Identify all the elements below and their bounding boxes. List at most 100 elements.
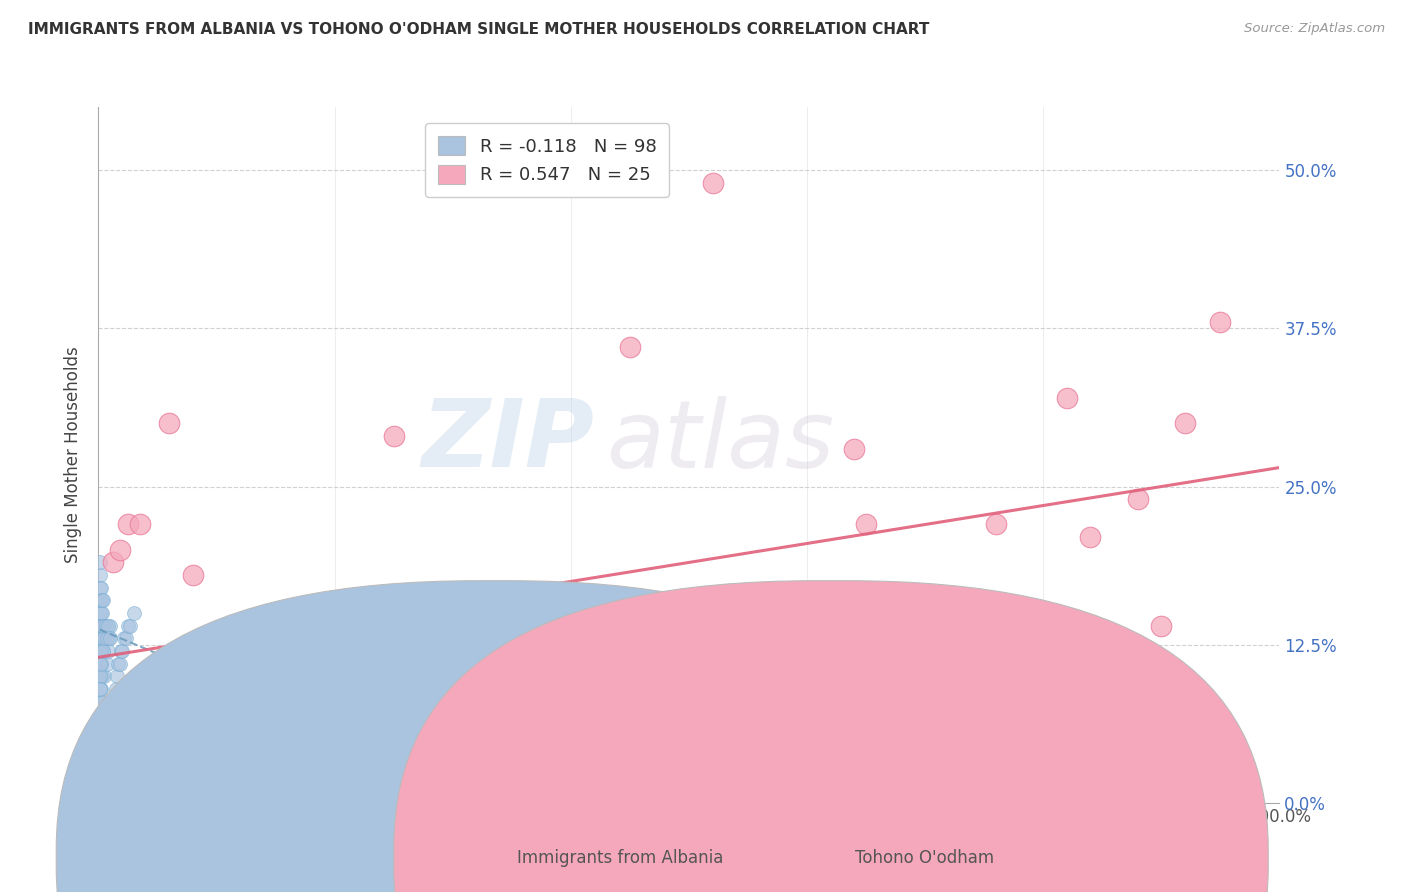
Text: atlas: atlas <box>606 395 835 486</box>
Point <box>90 757 112 772</box>
Point <box>89 707 111 722</box>
Point <box>90 581 112 595</box>
Point <box>1174 417 1197 431</box>
Point <box>91 632 114 646</box>
Point <box>96 657 118 671</box>
Point <box>89 669 111 683</box>
Point <box>120 618 142 632</box>
Point <box>89 681 111 696</box>
Point <box>105 669 128 683</box>
Point <box>91 644 114 658</box>
Point <box>89 771 111 785</box>
Point <box>91 669 114 683</box>
Point <box>89 568 111 582</box>
Point <box>619 340 641 354</box>
Point <box>96 771 118 785</box>
Point <box>91 771 114 785</box>
Point <box>90 606 112 620</box>
Point <box>90 695 112 709</box>
Point <box>89 657 111 671</box>
Point <box>89 644 111 658</box>
Point <box>90 632 112 646</box>
Point <box>89 669 111 683</box>
Point <box>122 606 145 620</box>
Point <box>112 632 135 646</box>
Point <box>98 618 121 632</box>
Point <box>90 783 112 797</box>
Point <box>108 542 131 557</box>
Point <box>89 581 111 595</box>
Point <box>382 429 405 443</box>
Point <box>97 644 120 658</box>
Point <box>96 632 118 646</box>
Point <box>536 707 558 722</box>
Point <box>91 796 114 810</box>
Point <box>181 568 204 582</box>
Point <box>90 681 112 696</box>
Point <box>157 417 180 431</box>
Point <box>89 657 111 671</box>
Point <box>229 632 252 646</box>
Point <box>890 618 912 632</box>
Point <box>984 517 1007 532</box>
Point <box>94 632 117 646</box>
Point <box>1126 492 1149 507</box>
Point <box>90 632 112 646</box>
Text: ZIP: ZIP <box>422 395 595 487</box>
Point <box>89 681 111 696</box>
Point <box>89 783 111 797</box>
Point <box>89 732 111 747</box>
Point <box>89 593 111 607</box>
Point <box>91 757 114 772</box>
Point <box>441 681 464 696</box>
Point <box>97 618 120 632</box>
Point <box>91 732 114 747</box>
Point <box>855 517 877 532</box>
Point <box>89 745 111 759</box>
Point <box>98 632 121 646</box>
Point <box>89 632 111 646</box>
Point <box>110 644 132 658</box>
Point <box>1150 618 1173 632</box>
Point <box>98 745 121 759</box>
Point <box>90 593 112 607</box>
Point <box>91 618 114 632</box>
Point <box>117 618 139 632</box>
Point <box>94 707 117 722</box>
Text: Immigrants from Albania: Immigrants from Albania <box>517 849 724 867</box>
Point <box>108 657 131 671</box>
Point <box>90 657 112 671</box>
Point <box>91 707 114 722</box>
Point <box>1080 530 1102 544</box>
Point <box>90 644 112 658</box>
Y-axis label: Single Mother Households: Single Mother Households <box>65 347 83 563</box>
Point <box>97 757 120 772</box>
Point <box>89 796 111 810</box>
Point <box>100 732 122 747</box>
Point <box>89 556 111 570</box>
Point <box>94 618 117 632</box>
Point <box>90 796 112 810</box>
Point <box>1102 644 1125 658</box>
Point <box>91 593 114 607</box>
Point <box>103 707 125 722</box>
Point <box>117 517 139 532</box>
Point <box>299 681 322 696</box>
Point <box>89 695 111 709</box>
Point <box>90 618 112 632</box>
Point <box>90 644 112 658</box>
Point <box>89 632 111 646</box>
Point <box>107 657 129 671</box>
Point <box>90 732 112 747</box>
Point <box>98 745 121 759</box>
Point <box>94 783 117 797</box>
Point <box>702 176 724 190</box>
Point <box>93 669 115 683</box>
Point <box>91 632 114 646</box>
Point <box>91 644 114 658</box>
Point <box>111 644 134 658</box>
Point <box>93 745 115 759</box>
Point <box>90 771 112 785</box>
Point <box>101 720 124 734</box>
Text: Source: ZipAtlas.com: Source: ZipAtlas.com <box>1244 22 1385 36</box>
